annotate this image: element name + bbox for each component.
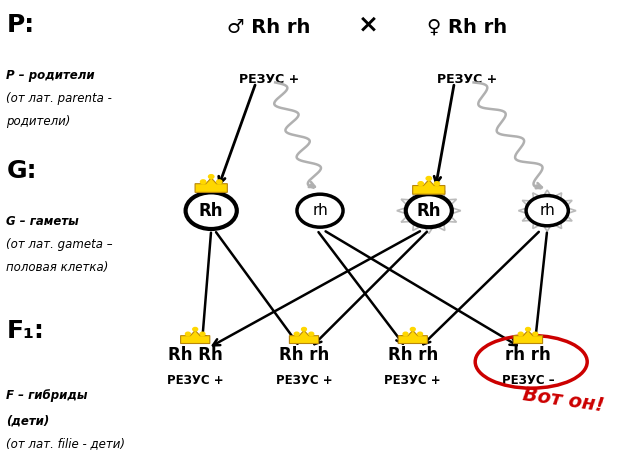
Circle shape (533, 332, 538, 336)
Circle shape (200, 332, 205, 336)
Circle shape (434, 182, 440, 185)
Circle shape (186, 332, 190, 336)
Text: (от лат. gameta –: (от лат. gameta – (6, 238, 113, 251)
Text: rh: rh (312, 203, 328, 218)
Circle shape (297, 194, 343, 227)
Circle shape (526, 196, 568, 226)
Circle shape (518, 332, 523, 336)
Text: РЕЗУС +: РЕЗУС + (239, 73, 299, 86)
Circle shape (186, 192, 237, 229)
Text: РЕЗУС +: РЕЗУС + (437, 73, 497, 86)
Text: половая клетка): половая клетка) (6, 261, 109, 274)
Text: (дети): (дети) (6, 414, 50, 427)
Polygon shape (513, 331, 543, 344)
Polygon shape (413, 180, 445, 194)
Text: Вот он!: Вот он! (521, 386, 605, 416)
Text: ×: × (358, 13, 378, 37)
Text: РЕЗУС +: РЕЗУС + (167, 374, 223, 387)
Text: родители): родители) (6, 114, 71, 127)
Text: ♀ Rh rh: ♀ Rh rh (427, 18, 508, 37)
Circle shape (525, 327, 531, 331)
Circle shape (301, 327, 307, 331)
Text: G:: G: (6, 159, 37, 183)
Polygon shape (180, 331, 210, 344)
Text: РЕЗУС +: РЕЗУС + (276, 374, 332, 387)
Text: ♂ Rh rh: ♂ Rh rh (227, 18, 310, 37)
Text: G – гаметы: G – гаметы (6, 215, 79, 228)
Circle shape (193, 327, 198, 331)
Text: rh rh: rh rh (505, 346, 551, 364)
Circle shape (418, 332, 422, 336)
Text: P:: P: (6, 13, 35, 37)
Text: P – родители: P – родители (6, 69, 95, 82)
Text: rh: rh (540, 203, 555, 218)
Circle shape (426, 176, 431, 180)
Polygon shape (289, 331, 319, 344)
Polygon shape (195, 178, 227, 192)
Text: F₁:: F₁: (6, 320, 44, 344)
Circle shape (406, 194, 452, 227)
Circle shape (200, 180, 206, 184)
Circle shape (309, 332, 314, 336)
Circle shape (410, 327, 415, 331)
Text: (от лат. filie - дети): (от лат. filie - дети) (6, 437, 125, 450)
Text: Rh rh: Rh rh (279, 346, 329, 364)
Text: Rh: Rh (417, 202, 441, 220)
Polygon shape (398, 331, 428, 344)
Circle shape (418, 182, 424, 185)
Circle shape (209, 174, 214, 179)
Text: (от лат. parenta -: (от лат. parenta - (6, 92, 112, 104)
Circle shape (216, 180, 222, 184)
Text: Rh rh: Rh rh (388, 346, 438, 364)
Text: РЕЗУС +: РЕЗУС + (385, 374, 441, 387)
Circle shape (403, 332, 408, 336)
Text: Rh Rh: Rh Rh (168, 346, 223, 364)
Text: РЕЗУС –: РЕЗУС – (502, 374, 554, 387)
Text: Rh: Rh (199, 202, 223, 220)
Circle shape (294, 332, 299, 336)
Text: F – гибриды: F – гибриды (6, 389, 88, 402)
